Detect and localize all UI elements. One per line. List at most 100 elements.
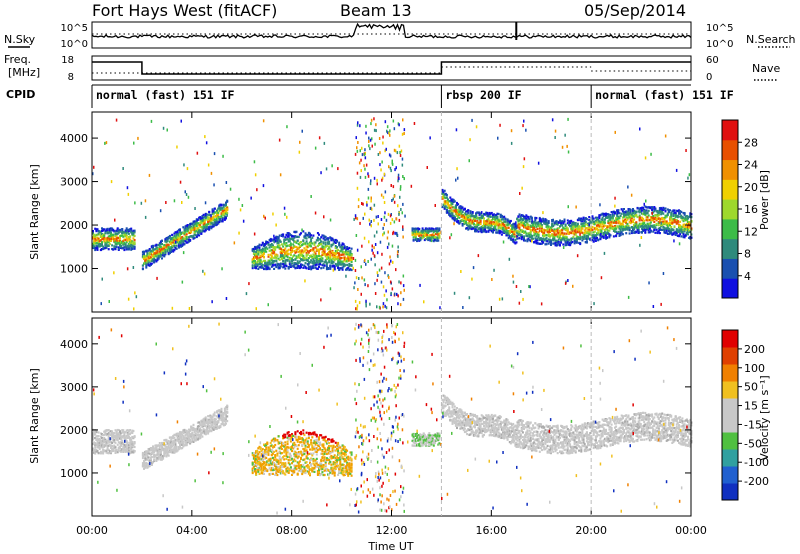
data-point: [201, 218, 204, 221]
data-point: [532, 221, 534, 225]
data-point: [461, 215, 464, 219]
data-point: [145, 266, 148, 269]
data-point: [275, 223, 277, 227]
data-point: [620, 231, 623, 234]
data-point: [209, 218, 212, 221]
data-point: [122, 239, 125, 243]
data-point: [646, 216, 649, 219]
data-point: [583, 225, 586, 228]
data-point: [274, 246, 277, 249]
data-point: [583, 235, 586, 238]
data-point: [374, 282, 376, 286]
data-point: [569, 222, 572, 225]
data-point: [647, 206, 650, 209]
data-point: [381, 252, 383, 256]
data-point: [561, 229, 564, 232]
data-point: [431, 227, 434, 230]
data-point: [104, 238, 107, 241]
data-point: [524, 221, 527, 224]
data-point: [617, 217, 620, 220]
data-point: [267, 253, 270, 256]
data-point: [93, 245, 96, 248]
data-point: [609, 222, 612, 225]
data-point: [324, 243, 327, 246]
data-point: [562, 235, 565, 238]
data-point: [385, 218, 388, 222]
data-point: [583, 222, 586, 225]
data-point: [484, 225, 487, 228]
data-point: [371, 248, 373, 252]
data-point: [392, 260, 394, 264]
data-point: [590, 221, 593, 224]
data-point: [551, 233, 554, 236]
data-point: [108, 235, 111, 238]
data-point: [598, 233, 601, 236]
data-point: [258, 266, 261, 269]
data-point: [416, 230, 418, 234]
data-point: [173, 199, 176, 203]
data-point: [645, 199, 647, 203]
data-point: [607, 229, 610, 232]
data-point: [274, 253, 277, 256]
data-point: [649, 221, 652, 224]
data-point: [628, 229, 631, 232]
data-point: [273, 251, 276, 254]
data-point: [462, 213, 465, 217]
data-point: [568, 232, 570, 235]
data-point: [368, 140, 370, 143]
data-point: [96, 236, 99, 239]
data-point: [336, 258, 338, 261]
data-point: [313, 262, 316, 265]
data-point: [363, 164, 365, 168]
data-point: [116, 239, 119, 242]
data-point: [280, 252, 283, 255]
data-point: [365, 262, 367, 266]
data-point: [444, 196, 447, 200]
data-point: [183, 163, 185, 167]
data-point: [618, 220, 621, 223]
data-point: [670, 213, 673, 217]
data-point: [164, 240, 167, 243]
data-point: [126, 186, 129, 190]
data-point: [570, 237, 573, 240]
data-point: [120, 234, 123, 237]
data-point: [476, 211, 479, 214]
data-point: [518, 226, 521, 229]
data-point: [167, 252, 170, 255]
data-point: [547, 238, 550, 241]
data-point: [193, 220, 196, 223]
data-point: [204, 201, 207, 205]
data-point: [564, 133, 566, 137]
data-point: [200, 222, 203, 225]
data-point: [350, 260, 353, 263]
data-point: [257, 267, 260, 270]
data-point: [310, 195, 312, 198]
data-point: [572, 227, 575, 230]
data-point: [210, 171, 213, 175]
data-point: [130, 248, 133, 251]
data-point: [453, 215, 456, 218]
data-point: [145, 250, 148, 253]
data-point: [431, 235, 434, 238]
data-point: [672, 233, 675, 236]
data-point: [544, 243, 547, 246]
data-point: [445, 196, 448, 199]
data-point: [324, 235, 327, 239]
data-point: [469, 216, 472, 219]
data-point: [183, 239, 186, 242]
data-point: [642, 225, 645, 229]
data-point: [600, 228, 603, 231]
data-point: [569, 231, 572, 234]
data-point: [238, 231, 240, 235]
data-point: [293, 254, 296, 257]
data-point: [273, 267, 276, 270]
data-point: [102, 235, 105, 238]
data-point: [666, 224, 669, 227]
data-point: [314, 241, 317, 244]
data-point: [306, 263, 309, 266]
data-point: [465, 210, 467, 213]
data-point: [105, 238, 108, 241]
data-point: [284, 262, 287, 265]
data-point: [278, 246, 281, 250]
data-point: [594, 221, 597, 224]
